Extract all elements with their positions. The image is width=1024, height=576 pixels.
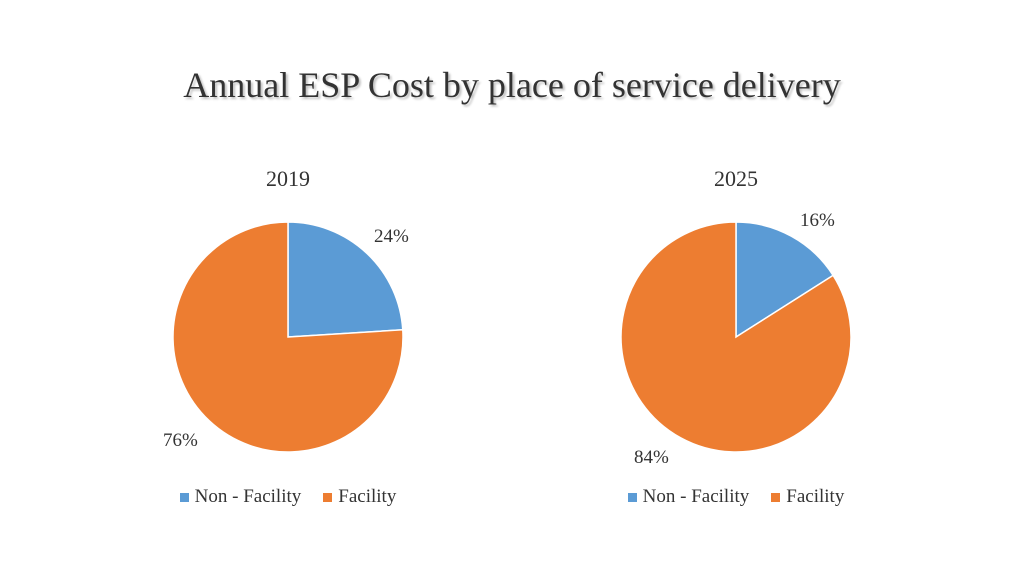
data-label-facility: 84% <box>634 447 669 468</box>
pie-slice-facility <box>620 221 852 453</box>
legend-label: Facility <box>338 486 397 507</box>
pie-slice-facility <box>172 221 404 453</box>
legend-swatch-non-facility <box>179 492 189 502</box>
legend-label: Facility <box>786 486 845 507</box>
chart-title: 2025 <box>714 166 758 191</box>
data-label-non-facility: 16% <box>800 210 835 231</box>
pie-slice-non-facility <box>287 221 404 338</box>
data-label-non-facility: 24% <box>374 226 409 247</box>
pie-chart <box>172 221 404 453</box>
legend-label: Non - Facility <box>642 486 750 507</box>
chart-title: 2019 <box>266 166 310 191</box>
chart-2025: 2025 16% 84% Non - Facility Facility <box>556 150 916 530</box>
pie-slice-non-facility <box>735 221 835 339</box>
legend: Non - Facility Facility <box>108 486 468 508</box>
legend-swatch-facility <box>771 492 781 502</box>
legend: Non - Facility Facility <box>556 486 916 508</box>
legend-item-facility: Facility <box>771 486 844 508</box>
legend-label: Non - Facility <box>194 486 302 507</box>
legend-swatch-non-facility <box>627 492 637 502</box>
data-label-facility: 76% <box>163 430 198 451</box>
legend-item-non-facility: Non - Facility <box>627 486 750 508</box>
pie-chart <box>620 221 852 453</box>
legend-swatch-facility <box>323 492 333 502</box>
chart-2019: 2019 24% 76% Non - Facility Facility <box>108 150 468 530</box>
page-title: Annual ESP Cost by place of service deli… <box>183 65 841 105</box>
legend-item-facility: Facility <box>323 486 396 508</box>
legend-item-non-facility: Non - Facility <box>179 486 302 508</box>
